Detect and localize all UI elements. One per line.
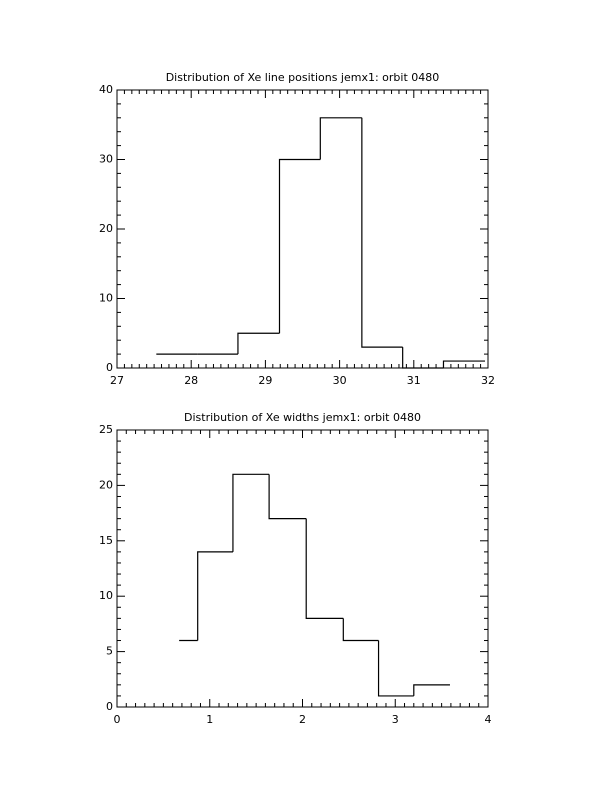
histogram-bin — [361, 117, 403, 348]
histogram-bin — [413, 684, 450, 696]
x-tick-label: 4 — [485, 713, 492, 726]
y-tick-label: 20 — [99, 222, 113, 235]
histogram-bin — [305, 518, 344, 619]
y-tick-label: 40 — [99, 83, 113, 96]
y-tick-label: 0 — [106, 361, 113, 374]
plot-frame — [116, 429, 489, 708]
histogram-bin — [197, 551, 233, 641]
x-tick-label: 32 — [481, 374, 495, 387]
x-tick-label: 2 — [299, 713, 306, 726]
histogram-bin — [319, 117, 362, 160]
y-tick-label: 15 — [99, 534, 113, 547]
plot-frame — [116, 89, 489, 369]
x-tick-label: 1 — [206, 713, 213, 726]
histogram-bin — [342, 618, 379, 642]
histogram-bin — [402, 347, 444, 369]
y-tick-label: 10 — [99, 589, 113, 602]
y-tick-label: 20 — [99, 478, 113, 491]
y-tick-label: 10 — [99, 292, 113, 305]
y-tick-label: 25 — [99, 423, 113, 436]
y-tick-label: 0 — [106, 700, 113, 713]
histogram-bin — [232, 473, 270, 552]
histogram-bin — [268, 474, 307, 520]
x-tick-label: 31 — [407, 374, 421, 387]
chart-title: Distribution of Xe widths jemx1: orbit 0… — [184, 411, 421, 424]
histogram-bin — [377, 640, 414, 697]
chart-title: Distribution of Xe line positions jemx1:… — [166, 71, 440, 84]
histogram-bin — [278, 158, 321, 334]
histogram-bin — [237, 332, 280, 355]
x-tick-label: 3 — [392, 713, 399, 726]
x-tick-label: 0 — [114, 713, 121, 726]
y-tick-label: 30 — [99, 153, 113, 166]
x-tick-label: 27 — [110, 374, 124, 387]
x-tick-label: 30 — [333, 374, 347, 387]
histogram-bin — [442, 360, 486, 368]
x-tick-label: 29 — [258, 374, 272, 387]
y-tick-label: 5 — [106, 645, 113, 658]
x-tick-label: 28 — [184, 374, 198, 387]
